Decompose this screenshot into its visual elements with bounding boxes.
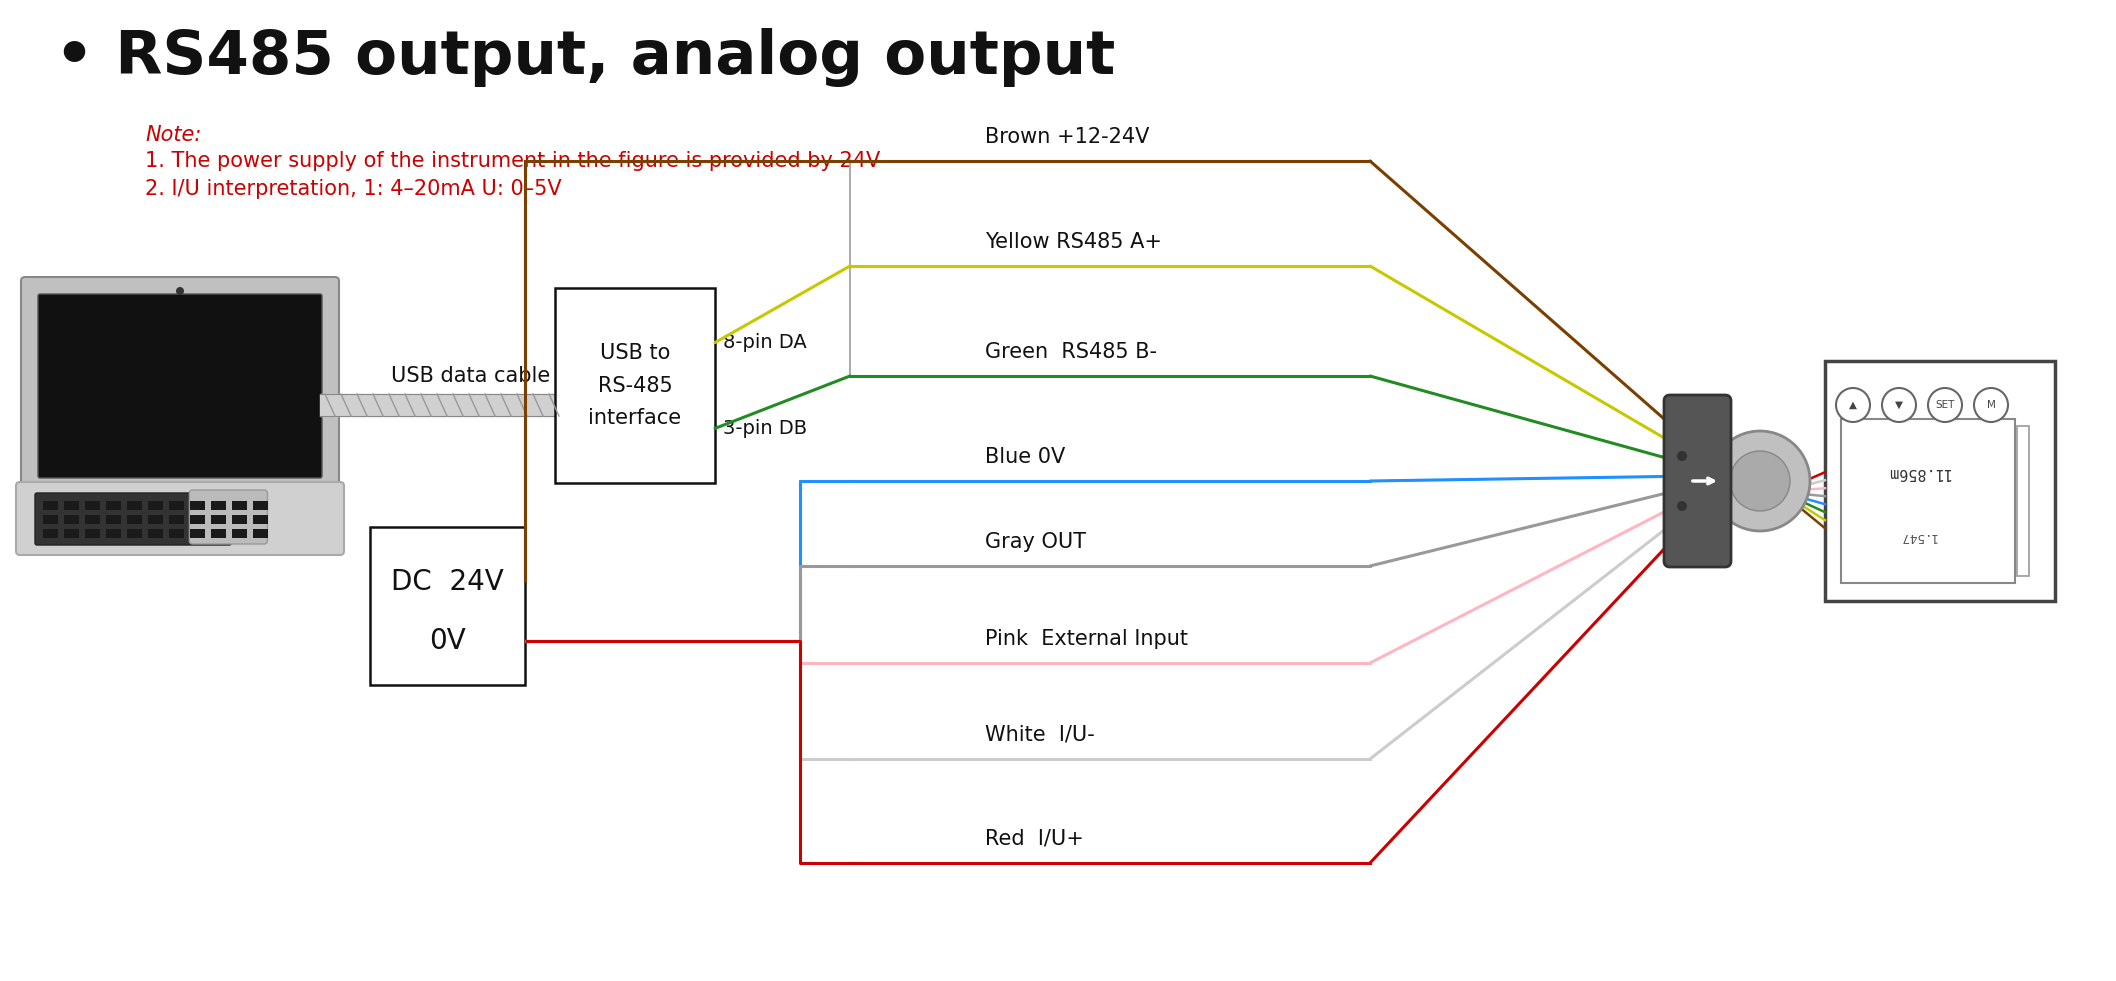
Text: Green  RS485 B-: Green RS485 B- <box>986 342 1157 362</box>
Bar <box>42 501 57 510</box>
Text: ▼: ▼ <box>1896 400 1902 410</box>
Circle shape <box>1928 388 1962 422</box>
Text: 3-pin DB: 3-pin DB <box>724 419 806 438</box>
Circle shape <box>1974 388 2008 422</box>
Bar <box>254 515 269 524</box>
Text: Yellow RS485 A+: Yellow RS485 A+ <box>986 232 1162 252</box>
Bar <box>63 529 78 538</box>
Bar <box>190 529 205 538</box>
Bar <box>169 515 184 524</box>
Text: Brown +12-24V: Brown +12-24V <box>986 127 1149 147</box>
Bar <box>85 515 99 524</box>
Bar <box>254 501 269 510</box>
FancyBboxPatch shape <box>36 493 231 545</box>
Text: Blue 0V: Blue 0V <box>986 447 1064 467</box>
Text: 1. The power supply of the instrument in the figure is provided by 24V: 1. The power supply of the instrument in… <box>146 151 880 171</box>
Circle shape <box>1678 451 1686 461</box>
Bar <box>106 515 121 524</box>
Text: Pink  External Input: Pink External Input <box>986 629 1187 649</box>
FancyBboxPatch shape <box>1824 361 2055 601</box>
Bar <box>212 529 226 538</box>
Bar <box>169 529 184 538</box>
FancyBboxPatch shape <box>38 294 322 478</box>
Text: DC  24V: DC 24V <box>391 568 504 596</box>
Bar <box>106 529 121 538</box>
FancyBboxPatch shape <box>21 277 339 495</box>
Bar <box>233 501 248 510</box>
Bar <box>63 515 78 524</box>
Text: • RS485 output, analog output: • RS485 output, analog output <box>55 28 1115 87</box>
Circle shape <box>176 287 184 295</box>
Bar <box>106 501 121 510</box>
Bar <box>233 529 248 538</box>
Bar <box>212 515 226 524</box>
FancyBboxPatch shape <box>17 482 345 555</box>
Text: 0V: 0V <box>430 627 466 654</box>
Text: Gray OUT: Gray OUT <box>986 532 1086 552</box>
Text: Note:: Note: <box>146 125 201 145</box>
Text: USB data cable: USB data cable <box>391 366 550 386</box>
Bar <box>233 515 248 524</box>
Text: SET: SET <box>1936 400 1955 410</box>
FancyBboxPatch shape <box>554 288 715 483</box>
Bar <box>190 515 205 524</box>
FancyBboxPatch shape <box>1663 395 1731 567</box>
Text: White  I/U-: White I/U- <box>986 725 1094 745</box>
Bar <box>42 529 57 538</box>
Text: ▲: ▲ <box>1849 400 1858 410</box>
FancyBboxPatch shape <box>1841 419 2014 583</box>
Bar <box>148 515 163 524</box>
Bar <box>85 501 99 510</box>
Bar <box>148 529 163 538</box>
Bar <box>85 529 99 538</box>
Bar <box>63 501 78 510</box>
Bar <box>148 501 163 510</box>
Bar <box>169 501 184 510</box>
Bar <box>127 529 142 538</box>
Circle shape <box>1710 431 1809 531</box>
Circle shape <box>1678 501 1686 511</box>
FancyBboxPatch shape <box>190 490 267 544</box>
Bar <box>127 501 142 510</box>
Text: 1.547: 1.547 <box>1898 530 1936 542</box>
Circle shape <box>1731 451 1790 511</box>
Text: 11.856m: 11.856m <box>1885 465 1949 480</box>
Circle shape <box>1837 388 1871 422</box>
FancyBboxPatch shape <box>370 527 525 685</box>
Text: USB to
RS-485
interface: USB to RS-485 interface <box>588 342 681 429</box>
Bar <box>42 515 57 524</box>
Bar <box>127 515 142 524</box>
Circle shape <box>1881 388 1915 422</box>
Text: 2. I/U interpretation, 1: 4–20mA U: 0–5V: 2. I/U interpretation, 1: 4–20mA U: 0–5V <box>146 179 561 199</box>
Bar <box>254 529 269 538</box>
Bar <box>2017 426 2029 576</box>
Bar <box>212 501 226 510</box>
Text: Red  I/U+: Red I/U+ <box>986 829 1083 849</box>
Text: M: M <box>1987 400 1995 410</box>
Text: 8-pin DA: 8-pin DA <box>724 334 806 352</box>
Bar <box>190 501 205 510</box>
